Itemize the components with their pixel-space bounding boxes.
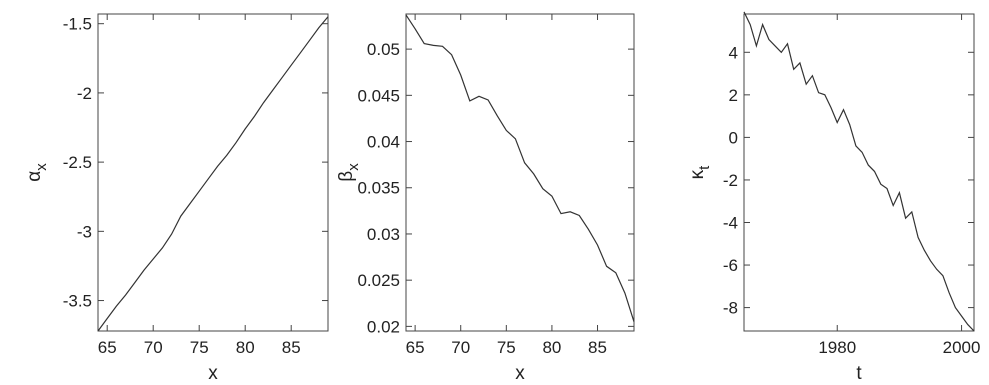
- beta-ytick-label: 0.045: [357, 86, 400, 105]
- kappa-ytick-label: -6: [723, 256, 738, 275]
- beta-xtick-label: 70: [451, 338, 470, 357]
- alpha-ytick-label: -3.5: [63, 292, 92, 311]
- beta-ytick-label: 0.04: [367, 133, 400, 152]
- kappa-ytick-label: -4: [723, 213, 738, 232]
- beta-xaxis-label: x: [515, 363, 525, 384]
- kappa-ytick-label: 2: [729, 86, 738, 105]
- kappa-t-panel: 1980 2000 -8 -6 -4 -2 0 2 4 t κt: [687, 11, 981, 384]
- beta-xtick-label: 65: [406, 338, 425, 357]
- beta-x-panel: 65 70 75 80 85 0.02 0.025 0.03 0.035 0.04 0.045 0.0…: [336, 13, 635, 384]
- beta-axes-box: [405, 13, 635, 332]
- beta-ytick-label: 0.05: [367, 40, 400, 59]
- beta-xtick-label: 85: [588, 338, 607, 357]
- kappa-xaxis-label: t: [856, 363, 862, 384]
- alpha-xaxis-label: x: [208, 363, 218, 384]
- alpha-yaxis-label: αx: [24, 163, 50, 182]
- alpha-xtick-label: 70: [144, 338, 163, 357]
- alpha-xtick-label: 75: [190, 338, 209, 357]
- alpha-ytick-label: -1.5: [63, 15, 92, 34]
- alpha-x-panel: 65 70 75 80 85 -3.5 -3 -2.5 -2 -1.5 x αx: [24, 13, 329, 384]
- kappa-series-line: [743, 11, 975, 332]
- beta-ytick-label: 0.035: [357, 179, 400, 198]
- alpha-xtick-label: 65: [98, 338, 117, 357]
- kappa-xtick-label: 1980: [818, 338, 856, 357]
- kappa-ytick-label: 0: [729, 128, 738, 147]
- kappa-xtick-label: 2000: [943, 338, 981, 357]
- kappa-ytick-label: 4: [729, 43, 738, 62]
- alpha-ytick-label: -2.5: [63, 153, 92, 172]
- beta-ytick-label: 0.03: [367, 225, 400, 244]
- alpha-ytick-label: -3: [77, 222, 92, 241]
- kappa-ytick-label: -2: [723, 171, 738, 190]
- beta-xtick-label: 80: [542, 338, 561, 357]
- beta-ytick-label: 0.02: [367, 317, 400, 336]
- beta-yaxis-label: βx: [336, 163, 362, 182]
- alpha-axes-box: [97, 13, 329, 332]
- kappa-yaxis-label: κt: [687, 165, 713, 180]
- beta-xtick-label: 75: [497, 338, 516, 357]
- beta-series-line: [405, 14, 635, 322]
- alpha-xtick-label: 80: [236, 338, 255, 357]
- kappa-axes-box: [743, 13, 975, 332]
- alpha-series-line: [97, 16, 329, 332]
- alpha-ytick-label: -2: [77, 84, 92, 103]
- beta-ytick-label: 0.025: [357, 271, 400, 290]
- kappa-ytick-label: -8: [723, 299, 738, 318]
- alpha-xtick-label: 85: [282, 338, 301, 357]
